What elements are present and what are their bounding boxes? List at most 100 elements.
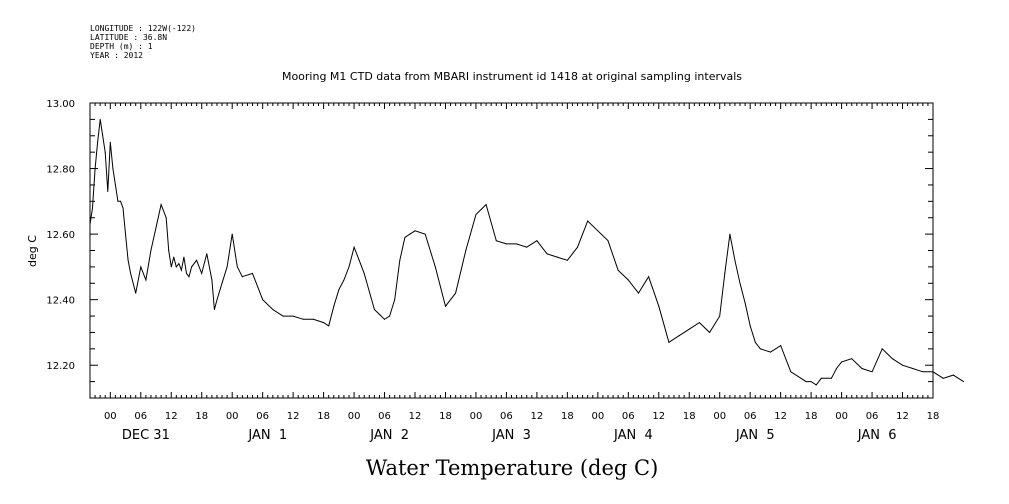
data-point (754, 341, 756, 343)
data-point (587, 220, 589, 222)
data-point (963, 381, 964, 383)
data-point (363, 272, 365, 274)
data-point (800, 377, 802, 379)
x-tick-label: 00 (591, 411, 604, 422)
data-point (292, 315, 294, 317)
data-point (211, 279, 213, 281)
data-point (810, 381, 812, 383)
data-point (348, 266, 350, 268)
data-point (191, 266, 193, 268)
data-point (922, 371, 924, 373)
data-point (188, 276, 190, 278)
data-point (353, 246, 355, 248)
data-point (358, 259, 360, 261)
data-point (688, 328, 690, 330)
data-point (805, 381, 807, 383)
x-axis-label: Water Temperature (deg C) (366, 456, 659, 480)
x-tick-label: 12 (652, 411, 665, 422)
data-point (89, 223, 91, 225)
x-tick-label: 18 (683, 411, 696, 422)
data-point (160, 204, 162, 206)
data-point (168, 250, 170, 251)
data-point (127, 259, 129, 261)
data-point (145, 279, 147, 281)
x-tick-label: 06 (378, 411, 391, 422)
data-point (373, 309, 375, 310)
data-point (183, 256, 185, 258)
data-point (851, 358, 853, 360)
data-point (130, 272, 132, 274)
data-point (125, 233, 126, 235)
x-tick-label: 00 (104, 411, 117, 422)
data-point (724, 272, 726, 274)
data-point (648, 276, 650, 278)
data-point (668, 341, 670, 343)
data-point (236, 266, 238, 268)
metadata-latitude: LATITUDE : 36.8N (90, 33, 167, 42)
data-point (122, 207, 124, 209)
data-point (902, 364, 903, 366)
data-point (734, 259, 736, 261)
data-point (526, 246, 528, 248)
data-point (815, 384, 817, 386)
data-point (323, 322, 325, 324)
data-point (830, 377, 832, 379)
data-point (394, 299, 396, 301)
data-point (749, 325, 751, 327)
data-point (252, 272, 253, 274)
data-point (338, 289, 340, 291)
x-tick-label: 18 (195, 411, 208, 422)
data-point (505, 243, 507, 245)
data-point (114, 184, 116, 186)
data-point (577, 246, 578, 248)
data-point (107, 191, 109, 192)
data-point (104, 151, 106, 153)
data-point (155, 227, 157, 229)
data-point (302, 318, 304, 320)
data-point (445, 305, 446, 307)
y-tick-labels: 12.20 12.40 12.60 12.80 13.00 (46, 99, 75, 372)
x-tick-label: 18 (439, 411, 452, 422)
data-point (891, 358, 893, 360)
data-point (607, 240, 609, 242)
data-point (178, 263, 180, 265)
data-point (102, 135, 104, 137)
data-point (173, 256, 175, 258)
data-point (221, 282, 223, 284)
x-tick-label: 18 (317, 411, 330, 422)
data-point (698, 322, 700, 324)
data-point (399, 259, 401, 261)
x-tick-label: 06 (134, 411, 147, 422)
day-label: JAN 3 (491, 428, 531, 443)
data-point (759, 348, 761, 350)
data-point (241, 276, 243, 278)
x-tick-label: 00 (835, 411, 848, 422)
data-point (658, 305, 660, 307)
x-tick-label: 12 (774, 411, 787, 422)
y-tick-label: 12.80 (46, 165, 75, 176)
data-point (97, 141, 99, 143)
data-point (186, 272, 187, 274)
series-points (89, 118, 964, 386)
plot-frame (89, 102, 934, 399)
data-point (536, 240, 538, 242)
data-point (871, 371, 873, 373)
data-point (216, 299, 218, 301)
data-point (389, 315, 391, 317)
data-point (424, 233, 426, 235)
x-tick-label: 12 (896, 411, 909, 422)
data-point (328, 325, 330, 327)
x-tick-label: 06 (744, 411, 757, 422)
data-point (206, 253, 208, 255)
x-tick-label: 06 (622, 411, 635, 422)
data-point (841, 361, 843, 363)
data-point (120, 200, 121, 202)
data-point (881, 348, 883, 350)
data-point (475, 213, 477, 215)
day-label: JAN 4 (613, 428, 653, 443)
data-point (617, 269, 619, 271)
data-point (175, 266, 177, 268)
data-point (770, 351, 771, 353)
data-point (485, 204, 487, 206)
